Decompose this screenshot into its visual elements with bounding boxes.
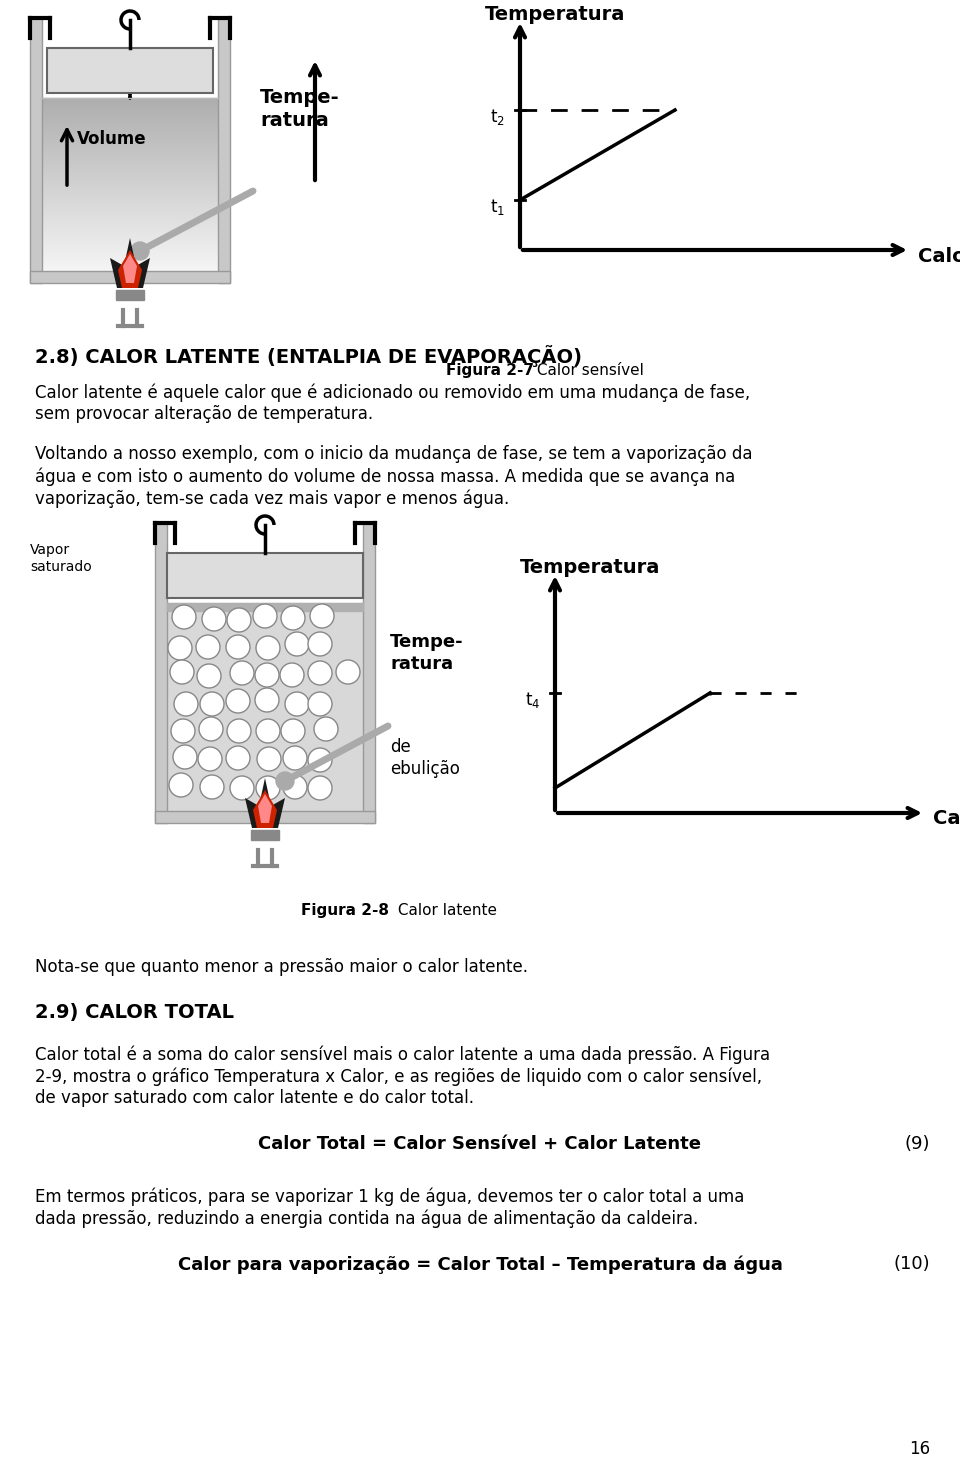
Circle shape — [196, 636, 220, 659]
PathPatch shape — [253, 790, 277, 828]
Circle shape — [308, 633, 332, 656]
Text: Calor Total = Calor Sensível + Calor Latente: Calor Total = Calor Sensível + Calor Lat… — [258, 1135, 702, 1153]
Circle shape — [256, 776, 280, 801]
Text: 2-9, mostra o gráfico Temperatura x Calor, e as regiões de liquido com o calor s: 2-9, mostra o gráfico Temperatura x Calo… — [35, 1067, 762, 1086]
Text: Figura 2-7: Figura 2-7 — [446, 362, 534, 378]
Bar — [30, 18, 42, 283]
PathPatch shape — [118, 250, 142, 288]
Text: Calor latente é aquele calor que é adicionado ou removido em uma mudança de fase: Calor latente é aquele calor que é adici… — [35, 383, 751, 402]
Circle shape — [256, 719, 280, 744]
Circle shape — [308, 660, 332, 685]
Circle shape — [253, 603, 277, 628]
Circle shape — [202, 606, 226, 631]
Circle shape — [276, 771, 294, 790]
Bar — [167, 554, 363, 598]
Text: 2.8) CALOR LATENTE (ENTALPIA DE EVAPORAÇÃO): 2.8) CALOR LATENTE (ENTALPIA DE EVAPORAÇ… — [35, 345, 582, 367]
Text: Calor para vaporização = Calor Total – Temperatura da água: Calor para vaporização = Calor Total – T… — [178, 1255, 782, 1274]
Text: vaporização, tem-se cada vez mais vapor e menos água.: vaporização, tem-se cada vez mais vapor … — [35, 489, 509, 507]
Text: 2.9) CALOR TOTAL: 2.9) CALOR TOTAL — [35, 1004, 234, 1023]
Circle shape — [173, 745, 197, 768]
Circle shape — [256, 636, 280, 660]
Circle shape — [200, 774, 224, 799]
Text: Calor total é a soma do calor sensível mais o calor latente a uma dada pressão. : Calor total é a soma do calor sensível m… — [35, 1045, 770, 1064]
Circle shape — [336, 660, 360, 684]
Circle shape — [281, 719, 305, 744]
Text: (9): (9) — [904, 1135, 930, 1153]
Circle shape — [255, 688, 279, 712]
Circle shape — [131, 243, 149, 260]
Circle shape — [169, 773, 193, 798]
Circle shape — [283, 774, 307, 799]
Circle shape — [314, 717, 338, 741]
Circle shape — [257, 747, 281, 771]
Text: água e com isto o aumento do volume de nossa massa. A medida que se avança na: água e com isto o aumento do volume de n… — [35, 468, 735, 485]
Circle shape — [226, 747, 250, 770]
Circle shape — [308, 748, 332, 771]
Bar — [155, 523, 167, 823]
Text: sem provocar alteração de temperatura.: sem provocar alteração de temperatura. — [35, 405, 373, 424]
Text: Temperatura: Temperatura — [519, 558, 660, 577]
Bar — [155, 811, 375, 823]
Bar — [251, 830, 279, 840]
Circle shape — [308, 693, 332, 716]
Text: Calor: Calor — [918, 247, 960, 266]
Circle shape — [168, 636, 192, 660]
Text: kgf: kgf — [112, 58, 148, 77]
Circle shape — [227, 719, 251, 744]
Text: Nota-se que quanto menor a pressão maior o calor latente.: Nota-se que quanto menor a pressão maior… — [35, 958, 528, 976]
Circle shape — [230, 776, 254, 801]
Circle shape — [255, 663, 279, 687]
Circle shape — [197, 663, 221, 688]
Circle shape — [198, 747, 222, 771]
Circle shape — [285, 633, 309, 656]
Circle shape — [280, 663, 304, 687]
Text: Volume: Volume — [77, 130, 147, 148]
PathPatch shape — [258, 793, 272, 823]
Bar — [167, 603, 363, 611]
Text: Tempe-
ratura: Tempe- ratura — [260, 88, 340, 130]
Circle shape — [283, 747, 307, 770]
Bar — [47, 48, 213, 94]
Bar — [363, 523, 375, 823]
Bar — [167, 603, 363, 811]
Circle shape — [171, 719, 195, 744]
Circle shape — [200, 693, 224, 716]
Circle shape — [199, 717, 223, 741]
Circle shape — [281, 606, 305, 630]
Text: Tempe-
ratura: Tempe- ratura — [390, 633, 464, 674]
Text: dada pressão, reduzindo a energia contida na água de alimentação da caldeira.: dada pressão, reduzindo a energia contid… — [35, 1210, 698, 1227]
Circle shape — [226, 690, 250, 713]
Text: 16: 16 — [909, 1441, 930, 1458]
Text: de vapor saturado com calor latente e do calor total.: de vapor saturado com calor latente e do… — [35, 1088, 474, 1107]
PathPatch shape — [110, 238, 150, 288]
Circle shape — [230, 660, 254, 685]
Circle shape — [226, 636, 250, 659]
Text: Calor latente: Calor latente — [393, 903, 497, 918]
Bar — [116, 289, 144, 300]
PathPatch shape — [123, 254, 137, 283]
Text: t$_2$: t$_2$ — [490, 107, 505, 127]
Text: t$_4$: t$_4$ — [524, 690, 540, 710]
Text: kgf: kgf — [248, 561, 282, 580]
Text: Em termos práticos, para se vaporizar 1 kg de água, devemos ter o calor total a : Em termos práticos, para se vaporizar 1 … — [35, 1186, 744, 1205]
Circle shape — [174, 693, 198, 716]
Text: de
ebulição: de ebulição — [390, 738, 460, 779]
PathPatch shape — [245, 779, 285, 828]
Text: Calor: Calor — [933, 809, 960, 828]
Circle shape — [170, 660, 194, 684]
Circle shape — [227, 608, 251, 633]
Text: Figura 2-8: Figura 2-8 — [301, 903, 389, 918]
Circle shape — [310, 603, 334, 628]
Text: (10): (10) — [894, 1255, 930, 1273]
Circle shape — [172, 605, 196, 630]
Text: Calor sensível: Calor sensível — [532, 362, 644, 378]
Circle shape — [308, 776, 332, 801]
Text: Temperatura: Temperatura — [485, 4, 625, 23]
Circle shape — [285, 693, 309, 716]
Bar — [30, 270, 230, 283]
Text: t$_1$: t$_1$ — [490, 197, 505, 218]
Bar — [218, 18, 230, 283]
Text: Voltando a nosso exemplo, com o inicio da mudança de fase, se tem a vaporização : Voltando a nosso exemplo, com o inicio d… — [35, 446, 753, 463]
Text: Vapor
saturado: Vapor saturado — [30, 543, 92, 574]
